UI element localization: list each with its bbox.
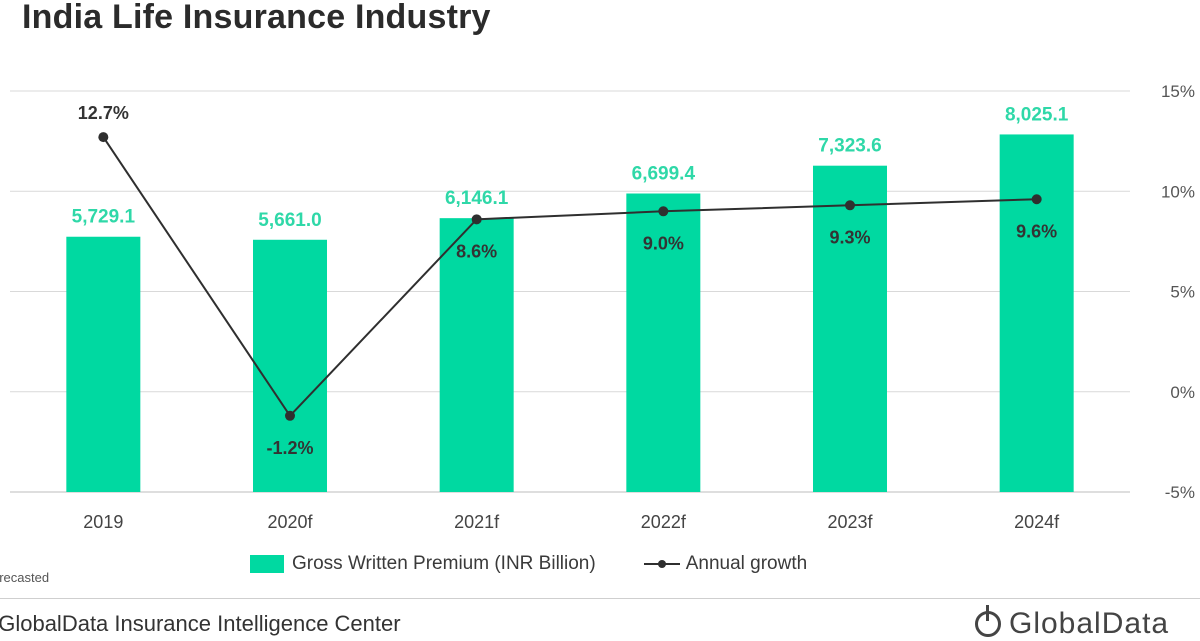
bar-value-label: 6,146.1 bbox=[445, 188, 509, 209]
growth-point bbox=[658, 206, 669, 217]
bar bbox=[66, 236, 141, 492]
legend-label-bars: Gross Written Premium (INR Billion) bbox=[292, 553, 596, 574]
bar-value-label: 7,323.6 bbox=[818, 136, 881, 157]
chart-title: India Life Insurance Industry bbox=[22, 0, 491, 36]
source-divider bbox=[0, 598, 1200, 599]
bar bbox=[253, 239, 327, 492]
growth-point bbox=[98, 132, 109, 143]
globaldata-logo-icon bbox=[975, 605, 1001, 637]
bar-value-label: 8,025.1 bbox=[1005, 104, 1069, 125]
x-tick-label: 2022f bbox=[641, 512, 687, 532]
bar bbox=[813, 165, 887, 492]
source-text: : GlobalData Insurance Intelligence Cent… bbox=[0, 611, 401, 636]
growth-line-path bbox=[102, 136, 1037, 418]
bar bbox=[439, 218, 514, 492]
legend: Gross Written Premium (INR Billion) Annu… bbox=[250, 550, 807, 578]
growth-value-label: 9.3% bbox=[829, 227, 870, 247]
bar-value-label: 5,661.0 bbox=[258, 210, 321, 231]
growth-point bbox=[471, 214, 482, 225]
growth-point bbox=[1031, 194, 1042, 205]
y2-tick-label: 10% bbox=[1161, 182, 1195, 201]
x-tick-label: 2019 bbox=[83, 512, 123, 532]
growth-point bbox=[285, 410, 295, 421]
legend-swatch-bars bbox=[250, 555, 284, 573]
x-tick-label: 2023f bbox=[827, 512, 873, 532]
data-labels: 5,729.1 5,661.0 6,146.1 6,699.4 7,323.6 8,025… bbox=[72, 103, 1069, 458]
growth-value-label: 8.6% bbox=[456, 241, 497, 261]
x-tick-label: 2024f bbox=[1014, 512, 1060, 532]
axis-labels: 15% 10% 5% 0% -5% 2019 2020f 2021f 2022f 2023f 202… bbox=[83, 82, 1195, 532]
legend-swatch-line bbox=[643, 560, 680, 568]
bar-value-label: 6,699.4 bbox=[632, 164, 696, 185]
logo-text: GlobalData bbox=[1009, 607, 1170, 640]
x-tick-label: 2020f bbox=[267, 512, 313, 532]
growth-value-label: 9.0% bbox=[643, 233, 684, 253]
y2-tick-label: 15% bbox=[1161, 82, 1195, 101]
bars bbox=[66, 134, 1074, 493]
growth-value-label: 12.7% bbox=[78, 103, 129, 123]
x-tick-label: 2021f bbox=[454, 512, 500, 532]
legend-label-line: Annual growth bbox=[685, 553, 808, 574]
chart: 5,729.1 5,661.0 6,146.1 6,699.4 7,323.6 8,025… bbox=[10, 82, 1195, 532]
y2-tick-label: 5% bbox=[1170, 283, 1195, 302]
growth-line bbox=[98, 132, 1042, 421]
growth-value-label: -1.2% bbox=[266, 438, 313, 458]
y2-tick-label: -5% bbox=[1165, 483, 1195, 502]
y2-tick-label: 0% bbox=[1170, 383, 1195, 402]
bar bbox=[999, 134, 1074, 493]
growth-value-label: 9.6% bbox=[1016, 221, 1057, 241]
gridlines bbox=[10, 90, 1130, 493]
bar-value-label: 5,729.1 bbox=[72, 207, 136, 228]
globaldata-logo: GlobalData bbox=[975, 605, 1170, 641]
footnote: orecasted bbox=[0, 570, 50, 585]
bar bbox=[626, 193, 701, 492]
growth-point bbox=[845, 200, 855, 211]
